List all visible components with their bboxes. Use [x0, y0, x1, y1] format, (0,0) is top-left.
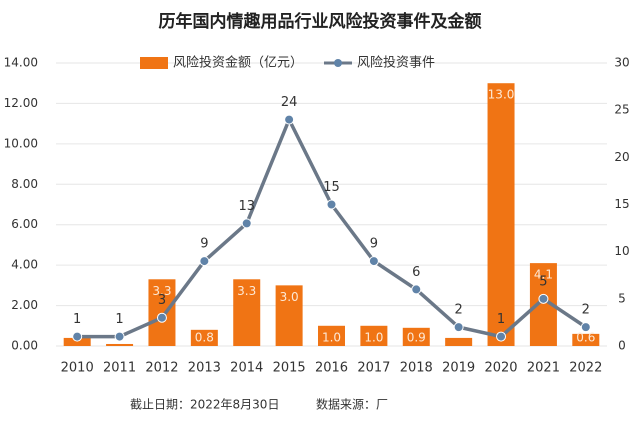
- line-value-label: 9: [370, 237, 378, 252]
- bar-value-label: 3.0: [280, 290, 299, 304]
- line-marker: [580, 322, 591, 333]
- line-marker: [72, 331, 83, 342]
- line-marker: [538, 293, 549, 304]
- y2-tick-label: 20: [614, 150, 629, 164]
- line-value-label: 24: [281, 95, 298, 110]
- y2-tick-label: 30: [614, 56, 629, 70]
- x-tick-label: 2020: [484, 361, 517, 376]
- line-value-label: 1: [73, 312, 81, 327]
- y-tick-label: 12.00: [4, 96, 38, 110]
- y-tick-label: 6.00: [11, 217, 38, 231]
- bar: [63, 337, 91, 346]
- line-value-label: 1: [497, 312, 505, 327]
- line-marker: [453, 322, 464, 333]
- y-tick-label: 2.00: [11, 298, 38, 312]
- line-value-label: 2: [582, 303, 590, 318]
- bar-value-label: 3.3: [152, 284, 171, 298]
- line-marker: [326, 199, 337, 210]
- bar-value-label: 0.8: [195, 331, 214, 345]
- y-tick-label: 4.00: [11, 258, 38, 272]
- x-tick-label: 2013: [188, 361, 221, 376]
- line-value-label: 3: [158, 293, 166, 308]
- line-marker: [411, 284, 422, 295]
- bar: [106, 343, 134, 346]
- x-tick-label: 2018: [400, 361, 433, 376]
- line-marker: [199, 256, 210, 267]
- bar-value-label: 0.6: [576, 331, 595, 345]
- bar-value-label: 13.0: [488, 88, 515, 102]
- line-marker: [284, 114, 295, 125]
- line-marker: [241, 218, 252, 229]
- bar-value-label: 4.1: [534, 268, 553, 282]
- x-tick-label: 2012: [145, 361, 178, 376]
- legend-swatch: [140, 57, 168, 69]
- y-tick-label: 10.00: [4, 136, 38, 150]
- line-value-label: 6: [412, 265, 420, 280]
- bar: [402, 327, 430, 346]
- line-marker: [114, 331, 125, 342]
- bar-value-label: 0.9: [407, 331, 426, 345]
- bar: [572, 333, 600, 346]
- y2-tick-label: 10: [614, 244, 629, 258]
- x-tick-label: 2019: [442, 361, 475, 376]
- legend-swatch: [334, 59, 342, 67]
- bar: [487, 83, 515, 346]
- bar: [275, 285, 303, 346]
- x-tick-label: 2011: [103, 361, 136, 376]
- x-tick-label: 2022: [569, 361, 602, 376]
- y-tick-label: 0.00: [11, 339, 38, 353]
- y2-tick-label: 25: [614, 103, 629, 117]
- bar: [360, 325, 388, 346]
- y2-tick-label: 0: [618, 339, 626, 353]
- footnote: 截止日期：2022年8月30日: [130, 398, 279, 412]
- bar: [318, 325, 345, 346]
- y-tick-label: 8.00: [11, 177, 38, 191]
- bar-value-label: 1.0: [364, 330, 383, 344]
- bar: [190, 329, 218, 346]
- y-tick-label: 14.00: [4, 56, 38, 70]
- line-value-label: 2: [455, 303, 463, 318]
- bar: [445, 337, 473, 346]
- x-tick-label: 2017: [357, 361, 390, 376]
- line-marker: [368, 256, 379, 267]
- y2-tick-label: 5: [618, 291, 626, 305]
- x-tick-label: 2015: [273, 361, 306, 376]
- x-tick-label: 2016: [315, 361, 348, 376]
- x-tick-label: 2021: [527, 361, 560, 376]
- footnote: 数据来源：厂: [316, 397, 388, 412]
- bar: [148, 279, 176, 346]
- legend-label: 风险投资事件: [357, 55, 435, 71]
- line-value-label: 15: [323, 180, 340, 195]
- line-value-label: 9: [200, 237, 208, 252]
- y2-tick-label: 15: [614, 197, 629, 211]
- x-tick-label: 2014: [230, 361, 263, 376]
- chart-title: 历年国内情趣用品行业风险投资事件及金额: [159, 11, 482, 32]
- bar-value-label: 3.3: [237, 284, 256, 298]
- line-value-label: 1: [115, 312, 123, 327]
- legend-label: 风险投资金额（亿元）: [173, 55, 303, 71]
- line-marker: [156, 312, 167, 323]
- x-tick-label: 2010: [61, 361, 94, 376]
- bar-value-label: 1.0: [322, 330, 341, 344]
- line-marker: [496, 331, 507, 342]
- bar: [233, 279, 261, 346]
- line-value-label: 13: [238, 199, 255, 214]
- line-value-label: 5: [539, 274, 547, 289]
